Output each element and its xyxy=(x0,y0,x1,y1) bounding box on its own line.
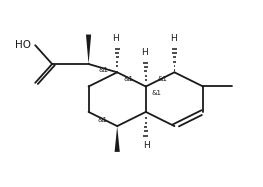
Text: &1: &1 xyxy=(152,90,162,96)
Text: &1: &1 xyxy=(123,76,133,82)
Text: H: H xyxy=(143,141,150,150)
Text: HO: HO xyxy=(15,40,31,50)
Text: H: H xyxy=(170,34,176,43)
Text: &1: &1 xyxy=(157,76,167,82)
Text: H: H xyxy=(141,48,148,57)
Polygon shape xyxy=(115,126,120,152)
Polygon shape xyxy=(86,35,91,64)
Text: H: H xyxy=(113,34,119,43)
Text: &1: &1 xyxy=(99,67,109,73)
Text: &1: &1 xyxy=(97,117,107,123)
